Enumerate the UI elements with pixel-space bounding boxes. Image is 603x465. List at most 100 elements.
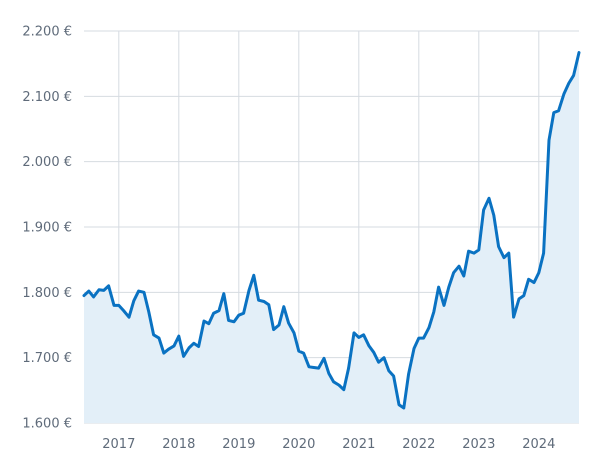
- data-point: [158, 337, 161, 340]
- data-point: [233, 320, 236, 323]
- data-point: [332, 380, 335, 383]
- data-point: [257, 299, 260, 302]
- series-line: [82, 51, 581, 410]
- x-tick-label: 2021: [342, 437, 375, 452]
- data-point: [392, 375, 395, 378]
- data-point: [282, 305, 285, 308]
- data-point: [437, 286, 440, 289]
- data-point: [308, 365, 311, 368]
- data-point: [98, 288, 101, 291]
- data-point: [87, 290, 90, 293]
- data-point: [218, 309, 221, 312]
- data-point: [383, 356, 386, 359]
- data-point: [323, 357, 326, 360]
- data-point: [503, 256, 506, 259]
- data-point: [488, 197, 491, 200]
- data-point: [152, 333, 155, 336]
- data-point: [377, 361, 380, 364]
- data-point: [372, 351, 375, 354]
- data-point: [422, 337, 425, 340]
- data-point: [387, 369, 390, 372]
- y-tick-label: 2.200 €: [22, 25, 72, 40]
- x-tick-label: 2023: [462, 437, 495, 452]
- data-point: [507, 252, 510, 255]
- data-point: [572, 74, 575, 77]
- data-point: [362, 333, 365, 336]
- data-point: [548, 139, 551, 142]
- data-point: [177, 335, 180, 338]
- data-point: [102, 289, 105, 292]
- data-point: [542, 252, 545, 255]
- data-point: [92, 296, 95, 299]
- data-point: [473, 252, 476, 255]
- data-point: [552, 111, 555, 114]
- data-point: [518, 297, 521, 300]
- data-point: [407, 373, 410, 376]
- data-point: [137, 290, 140, 293]
- data-point: [327, 372, 330, 375]
- data-point: [128, 316, 131, 319]
- data-point: [162, 352, 165, 355]
- data-point: [192, 342, 195, 345]
- data-point: [222, 292, 225, 295]
- data-point: [347, 367, 350, 370]
- data-point: [567, 82, 570, 85]
- data-point: [107, 284, 110, 287]
- data-point: [278, 324, 281, 327]
- data-point: [173, 345, 176, 348]
- data-point: [272, 328, 275, 331]
- data-point: [357, 336, 360, 339]
- data-point: [467, 250, 470, 253]
- data-point: [533, 281, 536, 284]
- data-point: [267, 303, 270, 306]
- data-point: [83, 294, 86, 297]
- data-point: [462, 275, 465, 278]
- data-point: [477, 248, 480, 251]
- data-point: [413, 347, 416, 350]
- data-point: [188, 346, 191, 349]
- data-point: [398, 403, 401, 406]
- x-tick-label: 2024: [522, 437, 555, 452]
- data-point: [207, 322, 210, 325]
- data-point: [452, 271, 455, 274]
- data-point: [537, 271, 540, 274]
- data-point: [203, 320, 206, 323]
- data-point: [248, 289, 251, 292]
- data-point: [342, 388, 345, 391]
- data-point: [447, 286, 450, 289]
- data-point: [432, 311, 435, 314]
- data-point: [143, 291, 146, 294]
- data-point: [353, 331, 356, 334]
- data-point: [287, 322, 290, 325]
- data-point: [417, 337, 420, 340]
- data-point: [443, 304, 446, 307]
- data-point: [167, 348, 170, 351]
- x-tick-label: 2017: [102, 437, 135, 452]
- data-point: [263, 300, 266, 303]
- data-point: [252, 274, 255, 277]
- y-tick-label: 1.700 €: [22, 351, 72, 366]
- x-axis: 2017 2018 2019 2020 2021 2022 2023 2024: [102, 437, 555, 452]
- y-tick-label: 1.800 €: [22, 286, 72, 301]
- data-point: [242, 312, 245, 315]
- data-point: [492, 214, 495, 217]
- y-tick-label: 2.000 €: [22, 155, 72, 170]
- data-point: [293, 331, 296, 334]
- data-point: [522, 294, 525, 297]
- data-point: [482, 209, 485, 212]
- x-tick-label: 2020: [282, 437, 315, 452]
- data-point: [302, 352, 305, 355]
- data-point: [338, 384, 341, 387]
- data-point: [113, 304, 116, 307]
- data-point: [117, 304, 120, 307]
- y-tick-label: 2.100 €: [22, 90, 72, 105]
- data-point: [212, 312, 215, 315]
- series-area: [84, 52, 579, 424]
- data-point: [557, 109, 560, 112]
- data-point: [428, 326, 431, 329]
- data-point: [497, 245, 500, 248]
- data-point: [312, 366, 315, 369]
- data-point: [122, 309, 125, 312]
